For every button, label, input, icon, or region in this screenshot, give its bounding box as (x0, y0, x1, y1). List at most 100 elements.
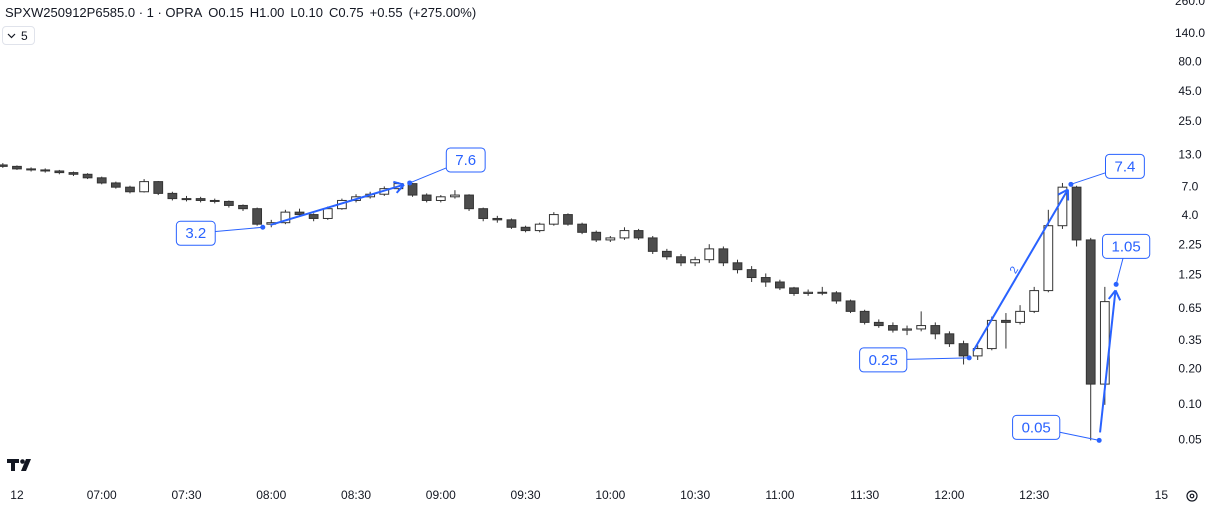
ohlc-name: H (249, 5, 260, 20)
candle-body (605, 237, 616, 241)
callout-anchor (407, 180, 413, 186)
callout-anchor (260, 224, 266, 230)
candle-body (464, 194, 474, 210)
y-tick-label: 0.35 (1178, 333, 1202, 347)
candle-body (944, 333, 955, 345)
chevron (7, 33, 16, 38)
x-tick-label: 07:30 (171, 488, 201, 502)
candle-body (1099, 301, 1110, 385)
trend-arrow (1099, 290, 1117, 433)
candle-body (167, 192, 178, 200)
arrow-head (1114, 289, 1122, 301)
callout-anchor (1113, 281, 1119, 287)
arrow-head (393, 180, 405, 186)
candle-body (577, 223, 587, 233)
candle-body (930, 325, 941, 335)
candle-body (68, 172, 79, 175)
callout-anchor (1068, 181, 1074, 187)
ohlc-value: 1.00 (259, 5, 285, 20)
candle-body (1001, 319, 1011, 323)
y-tick-label: 0.10 (1178, 397, 1202, 411)
candle-body (704, 248, 715, 261)
y-tick-label: 0.05 (1178, 433, 1202, 447)
callout-anchor (966, 355, 972, 361)
x-tick-label: 10:00 (595, 488, 625, 502)
y-tick-label: 7.0 (1182, 179, 1199, 193)
x-tick-label: 09:30 (511, 488, 541, 502)
candle-body (902, 328, 912, 331)
arrow-label: 2 (1008, 265, 1021, 276)
x-tick-label: 08:30 (341, 488, 371, 502)
candle-body (972, 348, 983, 357)
callout-box (1012, 414, 1061, 440)
callout-text: 3.2 (185, 225, 206, 242)
candle-body (110, 182, 121, 188)
candle-body (831, 292, 842, 302)
change-percent: (+275.00%) (408, 5, 477, 20)
x-tick-label: 08:00 (256, 488, 286, 502)
y-tick-label: 140.0 (1175, 26, 1205, 40)
candle-body (280, 211, 291, 224)
y-tick-label: 0.20 (1178, 362, 1202, 376)
candle-body (153, 181, 164, 194)
logo (7, 459, 31, 471)
candle-body (746, 269, 757, 279)
y-tick-label: 25.0 (1178, 114, 1202, 128)
candle-body (12, 165, 22, 170)
candle-body (633, 230, 644, 239)
indicator-toggle[interactable]: 5 (2, 26, 35, 45)
candle-body (195, 198, 206, 201)
candle-body (125, 186, 135, 193)
callout-box (175, 220, 216, 246)
candle-body (619, 230, 630, 239)
candle-body (40, 169, 51, 172)
change: +0.55 (369, 5, 403, 20)
candle-body (252, 208, 263, 225)
candle-body (647, 237, 658, 252)
x-tick-label: 09:00 (426, 488, 456, 502)
candle-body (1085, 239, 1096, 385)
candle-body (238, 204, 248, 210)
candle-body (506, 219, 517, 228)
candle-body (873, 321, 884, 327)
y-tick-label: 2.25 (1178, 237, 1202, 251)
candle-body (322, 208, 333, 219)
callout-text: 1.05 (1112, 238, 1141, 255)
ohlc-value: 0.15 (218, 5, 244, 20)
legend-header: SPXW250912P6585.0 · 1 · OPRA O 0.15 H 1.00 L… (5, 5, 482, 20)
ohlc-name: L (290, 5, 298, 20)
callout-box (445, 147, 486, 173)
y-tick-label: 1.25 (1178, 268, 1202, 282)
settings-icon[interactable] (1186, 490, 1198, 502)
candle-body (760, 277, 771, 283)
trend-arrow (270, 183, 405, 226)
x-tick-label: 07:00 (87, 488, 117, 502)
arrow-head (1057, 188, 1069, 196)
candle-body (308, 214, 319, 219)
candle-body (718, 248, 729, 264)
candle-body (139, 181, 149, 193)
candle-body (690, 259, 700, 264)
candle-body (0, 164, 8, 167)
x-tick-label: 12 (10, 488, 24, 502)
candle-body (223, 200, 234, 206)
candle-body (888, 325, 898, 331)
callout-box (859, 347, 908, 373)
candle-body (789, 287, 799, 294)
candle-body (1043, 225, 1054, 292)
candle-body (26, 168, 36, 171)
callout-anchor (1096, 437, 1102, 443)
candle-body (817, 291, 828, 294)
x-tick-label: 15 (1155, 488, 1169, 502)
trend-arrow (972, 188, 1069, 352)
y-tick-label: 0.65 (1178, 301, 1202, 315)
x-tick-label: 11:00 (765, 488, 794, 502)
candle-body (534, 223, 545, 232)
ohlc-value: 0.10 (297, 5, 323, 20)
arrow-head (1107, 289, 1117, 300)
y-tick-label: 260.0 (1175, 0, 1205, 8)
x-tick-label: 12:30 (1019, 488, 1049, 502)
candle-body (407, 183, 418, 196)
candle-body (591, 231, 602, 241)
